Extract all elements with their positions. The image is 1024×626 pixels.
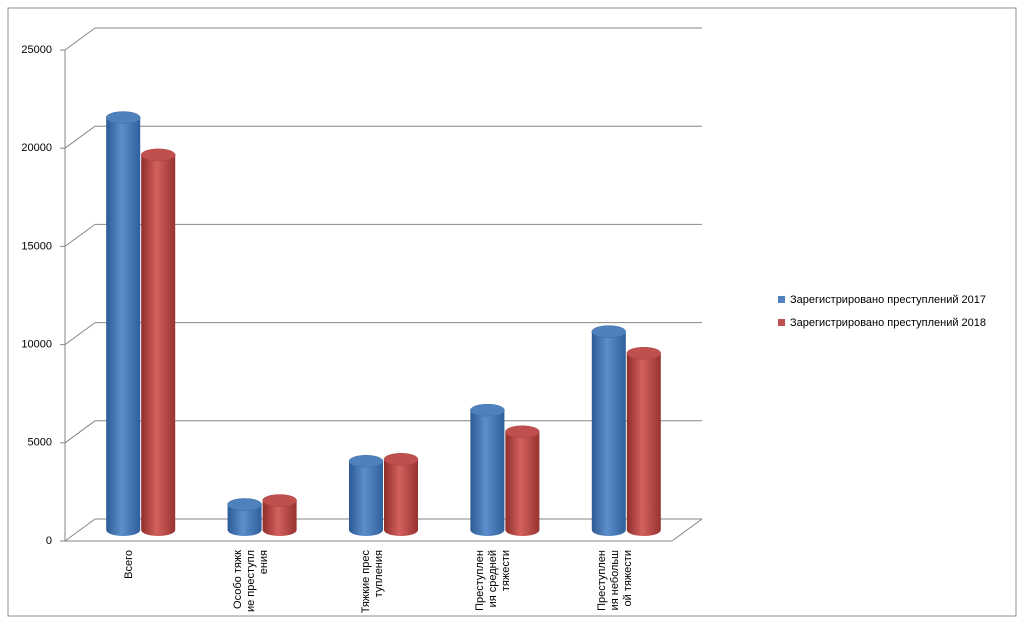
bar (470, 410, 505, 536)
bar-top (227, 498, 262, 511)
bar (591, 331, 626, 536)
bar-top (348, 455, 384, 468)
y-tick-label: 25000 (21, 44, 52, 56)
y-tick-label: 5000 (28, 437, 52, 449)
x-tick-label: Преступления небольшой тяжести (595, 550, 634, 611)
grid-diag (64, 518, 96, 542)
frame (7, 7, 1017, 617)
legend-marker (778, 319, 785, 326)
bar-top (591, 325, 627, 338)
bar-top (383, 453, 419, 466)
bar (505, 431, 540, 536)
y-tick-label: 0 (46, 535, 52, 547)
grid-diag (64, 125, 96, 149)
y-tick-label: 15000 (21, 240, 52, 252)
bar (384, 459, 418, 536)
bar (106, 117, 141, 536)
x-tick-label: Всего (123, 550, 136, 579)
bar (626, 353, 661, 536)
grid-diag (64, 420, 96, 444)
x-tick-label: Преступления средней тяжести (474, 550, 513, 611)
legend-label: Зарегистрировано преступлений 2017 (790, 294, 986, 306)
grid-diag (64, 223, 96, 247)
grid-diag (64, 322, 96, 346)
bar-top (262, 494, 297, 507)
bar (141, 154, 176, 536)
y-tick-label: 10000 (21, 339, 52, 351)
legend-marker (778, 296, 785, 303)
bar (227, 504, 262, 536)
bar-top (105, 111, 141, 124)
y-tick-label: 20000 (21, 142, 52, 154)
grid-diag (64, 27, 96, 51)
bar-top (470, 403, 505, 417)
x-tick-label: Особо тяжкие преступления (231, 550, 270, 613)
floor-right (671, 518, 703, 542)
x-tick-label: Тяжкие преступления (359, 550, 385, 614)
bar-top (140, 148, 176, 162)
bar-top (505, 425, 540, 439)
bar-top (626, 346, 662, 360)
bar (349, 461, 383, 536)
legend-label: Зарегистрировано преступлений 2018 (790, 317, 986, 329)
bar (262, 500, 297, 536)
